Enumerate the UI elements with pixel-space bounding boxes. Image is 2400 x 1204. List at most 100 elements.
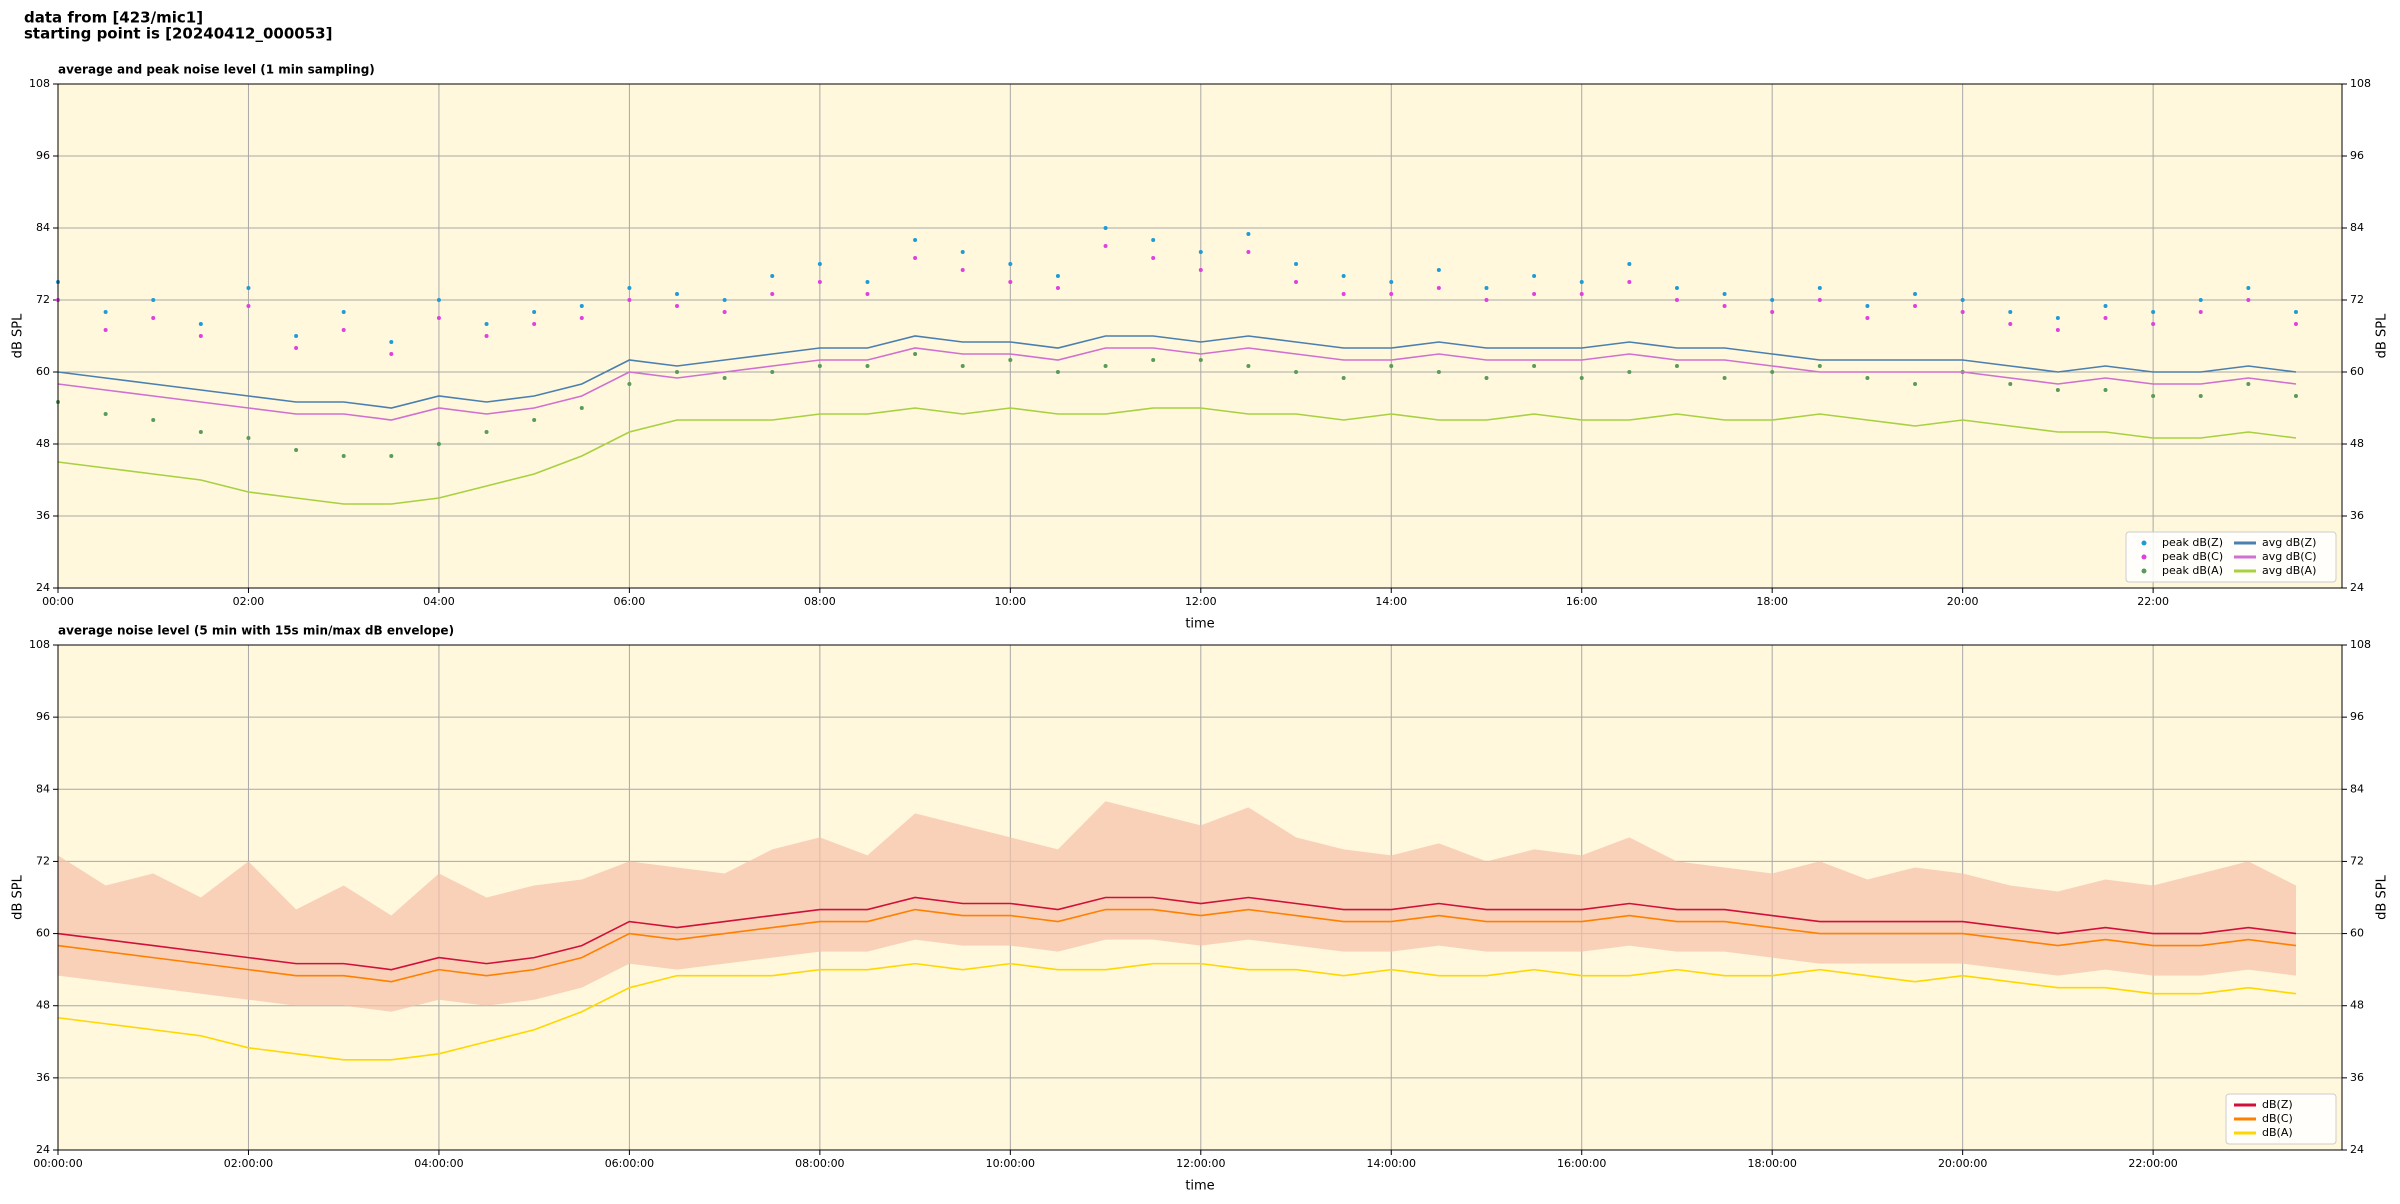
peak-point (436, 298, 441, 302)
peak-point (246, 304, 251, 308)
legend-marker (2141, 568, 2147, 574)
peak-point (1865, 316, 1870, 320)
legend-label: dB(Z) (2262, 1098, 2293, 1111)
peak-point (1436, 286, 1441, 290)
peak-point (722, 376, 727, 380)
peak-point (2008, 310, 2013, 314)
series-line (57, 908, 2297, 983)
peak-point (484, 322, 489, 326)
x-tick-label: 02:00:00 (224, 1157, 273, 1170)
legend-marker (2141, 554, 2147, 560)
peak-point (1579, 292, 1584, 296)
peak-point (389, 352, 394, 356)
peak-point (675, 370, 680, 374)
legend-label: peak dB(A) (2162, 564, 2223, 577)
x-tick-label: 00:00:00 (33, 1157, 82, 1170)
peak-point (1960, 310, 1965, 314)
peak-point (1389, 280, 1394, 284)
peak-point (2103, 304, 2108, 308)
peak-point (913, 238, 918, 242)
peak-point (1341, 376, 1346, 380)
peak-point (2293, 322, 2298, 326)
y-tick-label: 108 (2350, 638, 2371, 651)
peak-point (246, 436, 251, 440)
peak-point (2293, 310, 2298, 314)
peak-point (1865, 376, 1870, 380)
peak-point (817, 262, 822, 266)
peak-point (2055, 316, 2060, 320)
peak-point (960, 250, 965, 254)
peak-point (103, 310, 108, 314)
peak-point (817, 280, 822, 284)
peak-point (1198, 268, 1203, 272)
peak-point (436, 442, 441, 446)
peak-point (341, 310, 346, 314)
peak-point (865, 364, 870, 368)
peak-point (675, 292, 680, 296)
peak-point (151, 418, 156, 422)
peak-point (484, 334, 489, 338)
peak-point (151, 298, 156, 302)
y-tick-label: 24 (2350, 581, 2364, 594)
x-tick-label: 14:00 (1375, 595, 1407, 608)
peak-point (1103, 226, 1108, 230)
peak-point (389, 454, 394, 458)
peak-point (1532, 364, 1537, 368)
peak-point (1008, 358, 1013, 362)
x-tick-label: 10:00 (994, 595, 1026, 608)
peak-point (1865, 304, 1870, 308)
peak-point (246, 286, 251, 290)
peak-point (1674, 298, 1679, 302)
legend-marker (2141, 540, 2147, 546)
x-tick-label: 20:00:00 (1938, 1157, 1987, 1170)
legend-label: avg dB(A) (2262, 564, 2316, 577)
peak-point (1817, 298, 1822, 302)
y-tick-label: 84 (2350, 221, 2364, 234)
x-tick-label: 04:00 (423, 595, 455, 608)
y-tick-label: 60 (2350, 927, 2364, 940)
legend-label: dB(C) (2262, 1112, 2293, 1125)
peak-point (1722, 304, 1727, 308)
peak-point (389, 340, 394, 344)
peak-point (1532, 292, 1537, 296)
y-tick-label: 48 (2350, 999, 2364, 1012)
peak-point (294, 448, 299, 452)
y-tick-label: 48 (36, 999, 50, 1012)
peak-point (2246, 298, 2251, 302)
peak-point (1532, 274, 1537, 278)
peak-point (1008, 262, 1013, 266)
peak-point (1151, 256, 1156, 260)
peak-point (913, 256, 918, 260)
peak-point (1674, 286, 1679, 290)
x-tick-label: 10:00:00 (986, 1157, 1035, 1170)
header-line: data from [423/mic1] (24, 9, 203, 27)
peak-point (1722, 292, 1727, 296)
x-tick-label: 06:00:00 (605, 1157, 654, 1170)
chart-title: average noise level (5 min with 15s min/… (58, 624, 454, 638)
peak-point (1341, 274, 1346, 278)
peak-point (865, 280, 870, 284)
peak-point (198, 430, 203, 434)
y-tick-label: 36 (36, 509, 50, 522)
header-line: starting point is [20240412_000053] (24, 25, 332, 43)
peak-point (2151, 322, 2156, 326)
y-tick-label: 48 (36, 437, 50, 450)
peak-point (1198, 358, 1203, 362)
legend-label: avg dB(Z) (2262, 536, 2316, 549)
peak-point (2055, 388, 2060, 392)
x-tick-label: 22:00 (2137, 595, 2169, 608)
peak-point (1913, 304, 1918, 308)
peak-point (1008, 280, 1013, 284)
y-tick-label: 96 (36, 710, 50, 723)
y-axis-label: dB SPL (2375, 874, 2390, 919)
x-tick-label: 08:00:00 (795, 1157, 844, 1170)
peak-point (1294, 370, 1299, 374)
peak-point (722, 310, 727, 314)
peak-point (1055, 370, 1060, 374)
x-tick-label: 14:00:00 (1367, 1157, 1416, 1170)
x-tick-label: 18:00 (1756, 595, 1788, 608)
peak-point (1484, 298, 1489, 302)
x-tick-label: 18:00:00 (1747, 1157, 1796, 1170)
peak-point (960, 268, 965, 272)
peak-point (675, 304, 680, 308)
